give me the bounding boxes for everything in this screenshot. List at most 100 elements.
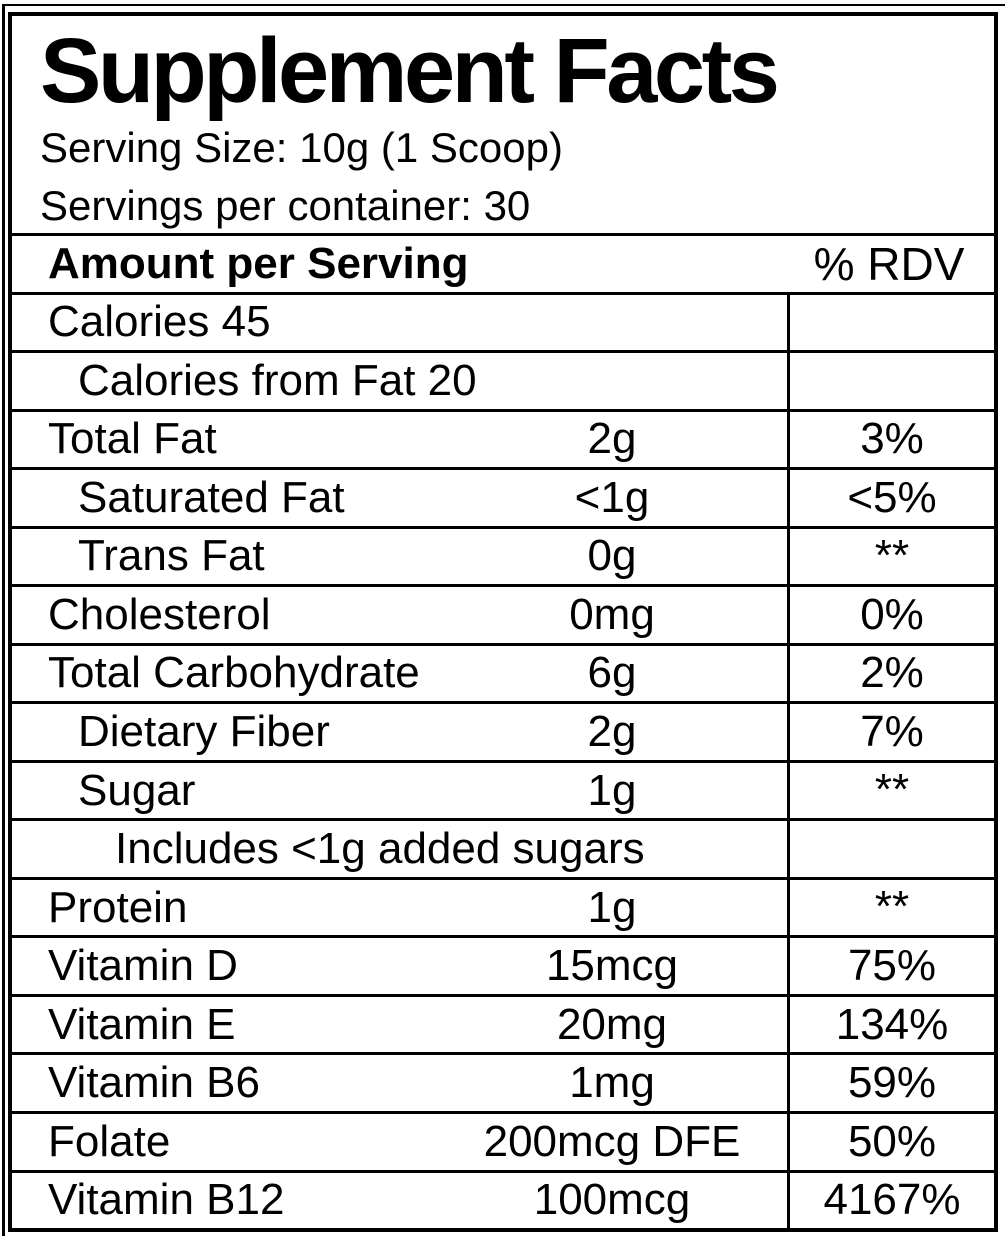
- nutrient-rdv-value: [790, 821, 994, 877]
- nutrient-amount: 1g: [587, 765, 637, 815]
- row-left-cell: Saturated Fat <1g: [12, 470, 787, 526]
- nutrient-label: Vitamin B12: [48, 1175, 285, 1225]
- row-left-cell: Total Carbohydrate 6g: [12, 646, 787, 702]
- row-left-cell: Calories 45: [12, 295, 787, 351]
- row-left-cell: Dietary Fiber 2g: [12, 704, 787, 760]
- nutrient-rdv-value: [790, 295, 994, 351]
- nutrient-label: Cholesterol: [48, 589, 271, 639]
- nutrient-amount: 20mg: [556, 999, 668, 1049]
- nutrient-label: Dietary Fiber: [78, 707, 330, 757]
- row-left-cell: Vitamin E 20mg: [12, 997, 787, 1053]
- table-row: Saturated Fat <1g <5%: [12, 467, 994, 526]
- rdv-column-header: % RDV: [813, 237, 965, 290]
- nutrient-rdv-value: **: [874, 881, 910, 931]
- table-row: Total Carbohydrate 6g 2%: [12, 642, 994, 702]
- column-divider: [787, 1055, 790, 1111]
- column-divider: [787, 294, 790, 351]
- column-divider: [787, 704, 790, 760]
- nutrient-amount: 0mg: [569, 589, 655, 639]
- nutrient-label: Protein: [48, 882, 188, 932]
- nutrient-label: Saturated Fat: [78, 472, 345, 522]
- nutrient-rdv-value: 50%: [847, 1116, 937, 1166]
- table-row: Vitamin B12 100mcg 4167%: [12, 1169, 994, 1229]
- row-left-cell: Protein 1g: [12, 880, 787, 936]
- column-divider: [787, 353, 790, 409]
- nutrient-amount: <1g: [574, 472, 650, 522]
- nutrient-amount: 2g: [587, 707, 637, 757]
- nutrient-rdv-value: 59%: [847, 1058, 937, 1108]
- nutrient-label: Total Fat: [48, 414, 217, 464]
- table-row: Calories 45: [12, 291, 994, 351]
- row-left-cell: Trans Fat 0g: [12, 529, 787, 585]
- nutrient-amount: 6g: [587, 648, 637, 698]
- nutrient-rdv-value: 3%: [860, 414, 924, 464]
- row-left-cell: Sugar 1g: [12, 763, 787, 819]
- column-divider: [787, 938, 790, 994]
- column-divider: [787, 411, 790, 468]
- column-divider: [787, 528, 790, 585]
- column-divider: [787, 470, 790, 526]
- nutrient-label: Calories 45: [48, 297, 271, 347]
- nutrient-rdv-value: 2%: [860, 648, 924, 698]
- nutrient-amount: 200mcg DFE: [483, 1116, 741, 1166]
- nutrient-label: Includes <1g added sugars: [115, 824, 645, 874]
- row-left-cell: Vitamin B6 1mg: [12, 1055, 787, 1111]
- nutrient-rdv-value: [790, 353, 994, 409]
- nutrient-rdv-value: 75%: [847, 941, 937, 991]
- label-title: Supplement Facts: [40, 20, 780, 122]
- column-divider: [787, 879, 790, 936]
- nutrient-label: Trans Fat: [78, 531, 265, 581]
- supplement-facts-label: Supplement Facts Serving Size: 10g (1 Sc…: [2, 4, 1005, 1236]
- row-left-cell: Calories from Fat 20: [12, 353, 787, 409]
- column-divider: [787, 996, 790, 1053]
- row-left-cell: Folate 200mcg DFE: [12, 1114, 787, 1170]
- column-divider: [787, 821, 790, 877]
- table-row: Sugar 1g **: [12, 759, 994, 819]
- table-row: Vitamin D 15mcg 75%: [12, 935, 994, 994]
- table-row: Vitamin B6 1mg 59%: [12, 1052, 994, 1111]
- label-header: Supplement Facts Serving Size: 10g (1 Sc…: [12, 16, 994, 233]
- column-divider: [787, 1113, 790, 1170]
- table-row: Calories from Fat 20: [12, 350, 994, 409]
- nutrient-amount: 2g: [587, 414, 637, 464]
- table-row: Dietary Fiber 2g 7%: [12, 701, 994, 760]
- row-left-cell: Includes <1g added sugars: [12, 821, 787, 877]
- nutrient-rdv-value: 0%: [860, 589, 924, 639]
- facts-table: Amount per Serving % RDV Calories 45 Cal…: [12, 233, 994, 1229]
- row-left-cell: Vitamin D 15mcg: [12, 938, 787, 994]
- table-header-row: Amount per Serving % RDV: [12, 233, 994, 292]
- nutrient-rdv-value: <5%: [847, 472, 937, 522]
- nutrient-label: Total Carbohydrate: [48, 648, 420, 698]
- nutrient-label: Folate: [48, 1116, 171, 1166]
- table-header-left-cell: Amount per Serving: [12, 236, 784, 292]
- column-divider: [787, 587, 790, 643]
- table-row: Vitamin E 20mg 134%: [12, 993, 994, 1053]
- servings-per-container-text: Servings per container: 30: [40, 182, 531, 229]
- nutrient-label: Vitamin D: [48, 941, 238, 991]
- nutrient-amount: 15mcg: [545, 941, 679, 991]
- table-row: Folate 200mcg DFE 50%: [12, 1110, 994, 1170]
- nutrient-label: Sugar: [78, 765, 196, 815]
- column-divider: [787, 762, 790, 819]
- table-row: Total Fat 2g 3%: [12, 408, 994, 468]
- nutrient-amount: 1mg: [569, 1058, 655, 1108]
- serving-size-text: Serving Size: 10g (1 Scoop): [40, 124, 563, 171]
- column-divider: [787, 645, 790, 702]
- table-row: Trans Fat 0g **: [12, 525, 994, 585]
- nutrient-label: Calories from Fat 20: [78, 355, 477, 405]
- amount-per-serving-header: Amount per Serving: [48, 238, 469, 288]
- nutrient-rdv-value: 4167%: [823, 1175, 961, 1225]
- nutrient-amount: 100mcg: [533, 1175, 691, 1225]
- nutrient-amount: 0g: [587, 531, 637, 581]
- nutrient-rdv-value: 134%: [835, 999, 949, 1049]
- nutrient-rdv-value: **: [874, 530, 910, 580]
- row-left-cell: Cholesterol 0mg: [12, 587, 787, 643]
- row-left-cell: Vitamin B12 100mcg: [12, 1173, 787, 1229]
- table-row: Protein 1g **: [12, 876, 994, 936]
- column-divider: [787, 1172, 790, 1229]
- table-row: Cholesterol 0mg 0%: [12, 584, 994, 643]
- nutrient-rdv-value: 7%: [860, 707, 924, 757]
- nutrient-rdv-value: **: [874, 764, 910, 814]
- nutrient-label: Vitamin E: [48, 999, 236, 1049]
